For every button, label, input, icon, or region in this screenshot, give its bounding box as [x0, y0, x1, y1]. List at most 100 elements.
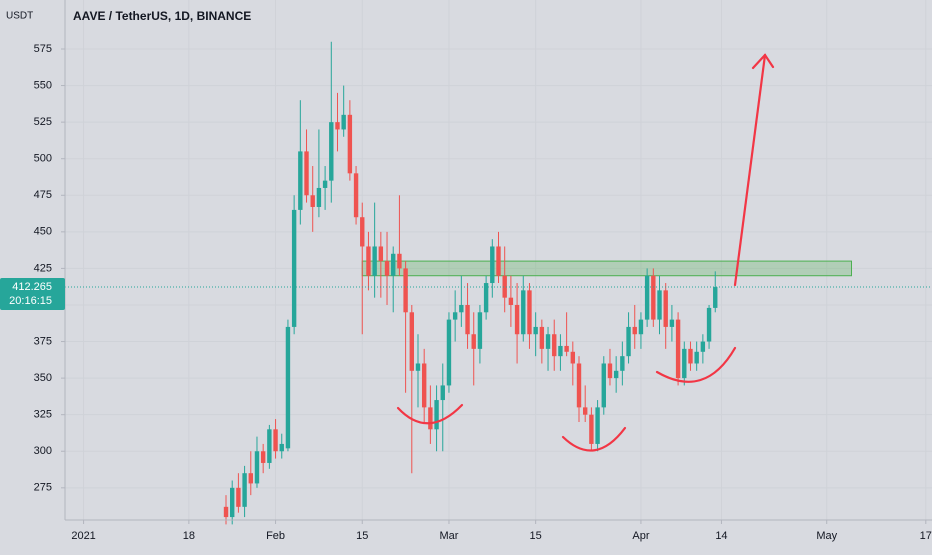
arc-right [655, 346, 737, 383]
axis-layer: 2753003253503754004254504755005255505752… [34, 43, 932, 542]
candle-body [242, 473, 247, 507]
candle-body [477, 312, 483, 349]
candle-body [521, 290, 526, 335]
candle-body [335, 122, 340, 130]
candle-body [601, 363, 606, 408]
candle-body [316, 187, 322, 207]
candle-body [465, 304, 470, 335]
candle-body [682, 348, 687, 379]
arc-left [396, 403, 464, 425]
candle-body [260, 451, 266, 463]
countdown-label: 20:16:15 [9, 295, 52, 307]
candle-body [700, 341, 706, 352]
candle-body [223, 506, 229, 518]
candle-body [384, 261, 390, 276]
candle-body [267, 429, 272, 463]
candle-body [298, 151, 303, 210]
candle-body [502, 275, 507, 298]
candle-body [391, 253, 396, 276]
chart-title: AAVE / TetherUS, 1D, BINANCE [73, 9, 251, 23]
y-tick-label: 350 [34, 372, 52, 384]
candle-body [459, 304, 464, 313]
last-price-label: 412.265 [12, 281, 52, 293]
price-badge-bg [0, 278, 65, 311]
candle-body [378, 246, 384, 262]
y-tick-label: 375 [34, 335, 52, 347]
candle-body [595, 407, 600, 444]
y-tick-label: 575 [34, 43, 52, 55]
candle-body [428, 407, 433, 430]
candle-body [254, 451, 260, 484]
x-tick-label: 18 [183, 530, 195, 542]
candle-body [409, 312, 414, 371]
candle-body [360, 217, 365, 247]
grid-layer [65, 0, 932, 520]
candle-body [558, 345, 563, 357]
x-tick-label: May [816, 530, 837, 542]
candle-body [669, 319, 675, 327]
candle-body [552, 334, 557, 357]
price-axis-bg [0, 0, 65, 550]
candle-body [508, 297, 514, 305]
candle-body [421, 363, 427, 408]
candle-body [236, 487, 241, 507]
candle-body [490, 246, 495, 284]
candle-body [366, 246, 371, 276]
candle-body [713, 287, 718, 308]
candle-body [415, 363, 421, 371]
y-tick-label: 500 [34, 153, 52, 165]
candle-body [675, 319, 681, 379]
candle-body [403, 268, 408, 313]
y-tick-label: 425 [34, 262, 52, 274]
candle-body [638, 319, 644, 335]
arc-middle [561, 426, 627, 452]
x-tick-label: 15 [530, 530, 542, 542]
candle-body [589, 414, 594, 444]
candle-body [483, 283, 489, 313]
candle-body [285, 326, 291, 449]
candle-body [651, 275, 656, 320]
y-tick-label: 300 [34, 445, 52, 457]
arrow-line [733, 53, 767, 287]
y-tick-label: 450 [34, 226, 52, 238]
candle-body [496, 246, 501, 276]
candle-body [706, 307, 712, 342]
candle-body [434, 400, 439, 430]
candle-body [539, 326, 545, 349]
x-tick-label: Feb [266, 530, 285, 542]
candle-body [248, 473, 253, 484]
candle-body [694, 351, 699, 364]
y-tick-label: 525 [34, 116, 52, 128]
candle-body [583, 407, 588, 415]
candle-body [341, 114, 346, 130]
candle-body [607, 363, 613, 379]
y-tick-label: 550 [34, 79, 52, 91]
candle-body [576, 363, 582, 408]
x-tick-label: Mar [439, 530, 458, 542]
candle-body [620, 356, 625, 371]
candle-body [230, 487, 235, 518]
candle-body [446, 319, 452, 386]
candle-body [304, 151, 309, 196]
candle-body [452, 312, 458, 320]
zone [361, 260, 852, 277]
candle-body [353, 173, 359, 218]
currency-label: USDT [6, 11, 33, 22]
x-tick-label: 17 [920, 530, 932, 542]
candle-body [471, 334, 476, 349]
candle-body [663, 290, 668, 327]
candle-body [397, 253, 402, 269]
x-tick-label: 2021 [71, 530, 95, 542]
x-tick-label: 15 [356, 530, 368, 542]
candle-body [372, 246, 377, 276]
candle-body [688, 348, 693, 364]
candle-body [644, 275, 650, 320]
annotations [396, 53, 775, 452]
candle-body [564, 345, 569, 352]
candle-body [632, 326, 637, 335]
candle-layer [65, 41, 932, 525]
candle-body [329, 122, 334, 181]
candle-body [533, 326, 538, 335]
